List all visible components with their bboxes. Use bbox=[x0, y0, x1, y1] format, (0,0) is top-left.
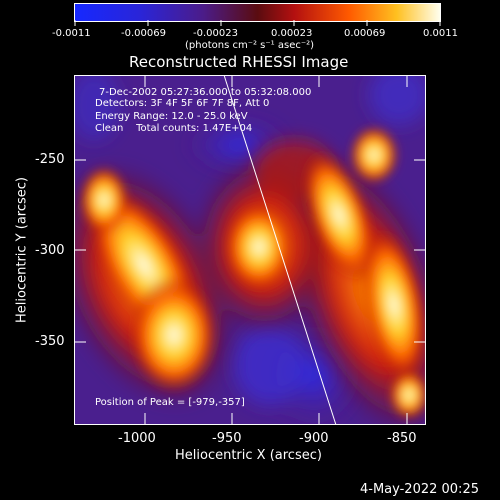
colorbar-tick-label: -0.00023 bbox=[193, 28, 238, 39]
x-tick-label: -950 bbox=[212, 431, 242, 446]
colorbar-tick-label: 0.00069 bbox=[344, 28, 386, 39]
y-tick-label: -250 bbox=[35, 152, 65, 167]
clean-counts-label: Clean Total counts: 1.47E+04 bbox=[95, 123, 253, 134]
x-tick-label: -850 bbox=[387, 431, 417, 446]
plot-title: Reconstructed RHESSI Image bbox=[129, 53, 349, 71]
detectors-label: Detectors: 3F 4F 5F 6F 7F 8F, Att 0 bbox=[95, 98, 270, 109]
rhessi-image-map bbox=[74, 75, 426, 425]
peak-position-label: Position of Peak = [-979,-357] bbox=[95, 397, 245, 408]
colorbar-tick-marks bbox=[74, 20, 441, 26]
colorbar bbox=[74, 3, 441, 22]
y-tick-label: -300 bbox=[35, 243, 65, 258]
x-axis-title: Heliocentric X (arcsec) bbox=[175, 448, 322, 463]
footer-timestamp: 4-May-2022 00:25 bbox=[360, 482, 479, 497]
x-tick-label: -1000 bbox=[118, 431, 156, 446]
axis-ticks bbox=[74, 75, 426, 425]
colorbar-tick-label: -0.00069 bbox=[121, 28, 166, 39]
y-tick-label: -350 bbox=[35, 334, 65, 349]
energy-range-label: Energy Range: 12.0 - 25.0 keV bbox=[95, 111, 248, 122]
colorbar-tick-label: -0.0011 bbox=[52, 28, 91, 39]
x-tick-label: -900 bbox=[299, 431, 329, 446]
time-range-label: 7-Dec-2002 05:27:36.000 to 05:32:08.000 bbox=[99, 87, 312, 98]
colorbar-units: (photons cm⁻² s⁻¹ asec⁻²) bbox=[185, 40, 315, 51]
colorbar-tick-label: 0.00023 bbox=[271, 28, 313, 39]
colorbar-tick-label: 0.0011 bbox=[423, 28, 458, 39]
y-axis-title: Heliocentric Y (arcsec) bbox=[14, 177, 30, 323]
